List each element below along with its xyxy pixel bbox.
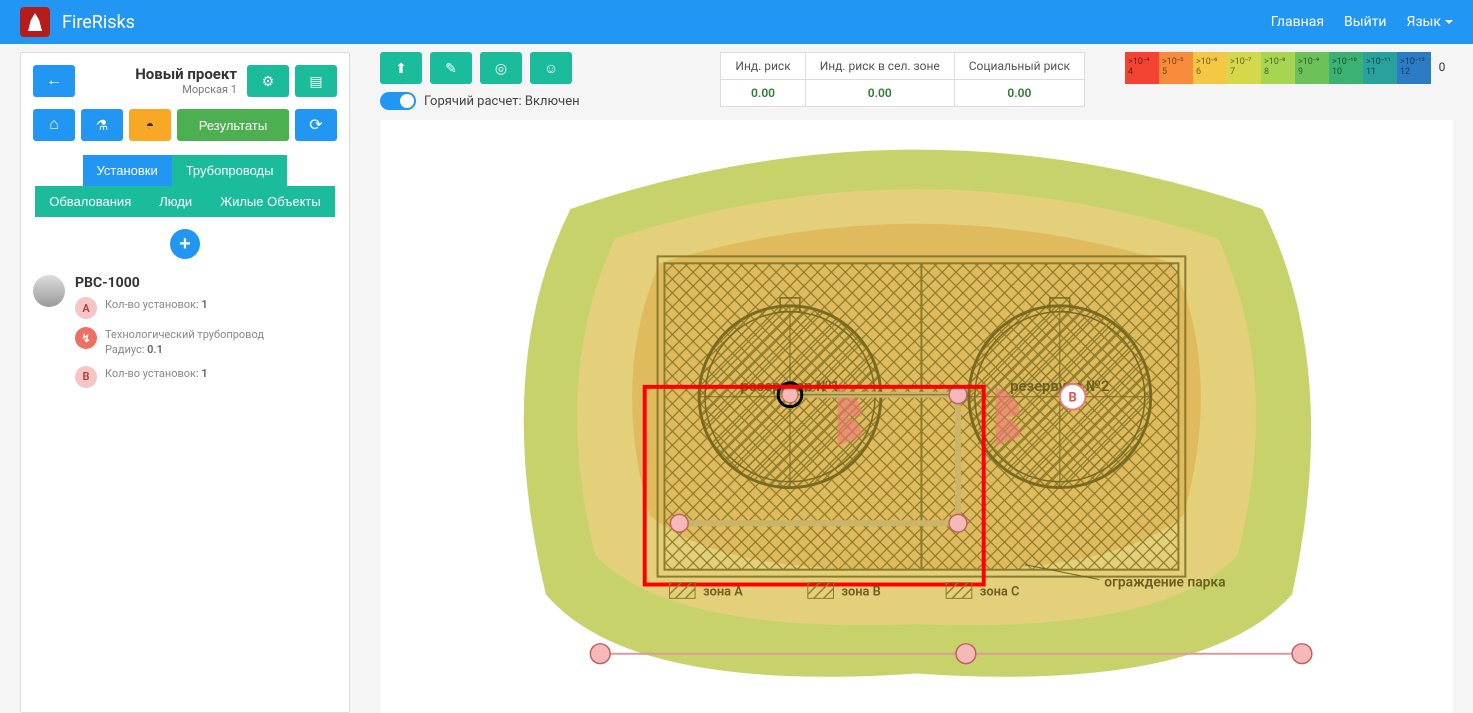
legend-cell: >10⁻¹⁰10 bbox=[1329, 52, 1363, 84]
nav-language-label: Язык bbox=[1407, 14, 1441, 30]
sub-item-pipe-text: Технологический трубопровод Радиус: 0.1 bbox=[105, 327, 264, 358]
svg-text:зона A: зона A bbox=[703, 584, 743, 599]
legend-zero: 0 bbox=[1431, 52, 1453, 84]
legend-cell: >10⁻⁵5 bbox=[1159, 52, 1193, 84]
risk-val-sel: 0.00 bbox=[805, 80, 954, 107]
installation-item[interactable]: РВС-1000 А Кол-во установок: 1 ↯ Техноло… bbox=[33, 275, 337, 396]
shield-button[interactable] bbox=[129, 109, 171, 141]
sub-item-pipe[interactable]: ↯ Технологический трубопровод Радиус: 0.… bbox=[75, 327, 337, 358]
pipe-icon: ↯ bbox=[75, 327, 97, 349]
chevron-down-icon bbox=[1445, 20, 1453, 24]
legend-cell: >10⁻¹²12 bbox=[1397, 52, 1431, 84]
legend-cell: >10⁻⁴4 bbox=[1125, 52, 1159, 84]
hot-calc-label: Горячий расчет: Включен bbox=[424, 94, 580, 109]
flask-button[interactable] bbox=[81, 109, 123, 141]
legend-cell: >10⁻⁸8 bbox=[1261, 52, 1295, 84]
svg-text:зона B: зона B bbox=[841, 584, 880, 599]
app-header: FireRisks Главная Выйти Язык bbox=[0, 0, 1473, 44]
risk-table: Инд. риск Инд. риск в сел. зоне Социальн… bbox=[720, 52, 1085, 107]
sub-item-a[interactable]: А Кол-во установок: 1 bbox=[75, 297, 337, 319]
risk-legend: >10⁻⁴4>10⁻⁵5>10⁻⁶6>10⁻⁷7>10⁻⁸8>10⁻⁹9>10⁻… bbox=[1125, 52, 1453, 84]
scene-canvas[interactable]: резервуар №1резервуар №2Bограждение парк… bbox=[380, 120, 1453, 713]
legend-cell: >10⁻¹¹11 bbox=[1363, 52, 1397, 84]
tab-installations[interactable]: Установки bbox=[83, 155, 172, 186]
home-button[interactable] bbox=[33, 109, 75, 141]
nav-logout[interactable]: Выйти bbox=[1344, 14, 1387, 30]
tab-bunds[interactable]: Обвалования bbox=[35, 186, 145, 217]
badge-a: А bbox=[75, 297, 97, 319]
nav-links: Главная Выйти Язык bbox=[1271, 14, 1453, 30]
nav-home[interactable]: Главная bbox=[1271, 14, 1324, 30]
legend-cell: >10⁻⁶6 bbox=[1193, 52, 1227, 84]
svg-text:зона C: зона C bbox=[980, 584, 1020, 599]
svg-text:B: B bbox=[1069, 391, 1077, 406]
risk-val-ind: 0.00 bbox=[721, 80, 805, 107]
tank-thumbnail-icon bbox=[33, 275, 65, 307]
settings-button[interactable] bbox=[247, 65, 289, 97]
sidebar-panel: Новый проект Морская 1 Результаты Устано… bbox=[20, 52, 350, 713]
right-panel: Горячий расчет: Включен Инд. риск Инд. р… bbox=[380, 52, 1453, 713]
add-button[interactable]: + bbox=[170, 229, 200, 259]
risk-head-ind: Инд. риск bbox=[721, 53, 805, 80]
item-title: РВС-1000 bbox=[75, 275, 337, 291]
svg-text:ограждение парка: ограждение парка bbox=[1104, 574, 1225, 590]
docs-button[interactable] bbox=[295, 65, 337, 97]
legend-cell: >10⁻⁹9 bbox=[1295, 52, 1329, 84]
project-subtitle: Морская 1 bbox=[85, 83, 237, 96]
tab-people[interactable]: Люди bbox=[145, 186, 206, 217]
edit-button[interactable] bbox=[430, 52, 472, 84]
measure-button[interactable] bbox=[480, 52, 522, 84]
badge-b: В bbox=[75, 366, 97, 388]
project-title: Новый проект bbox=[85, 65, 237, 83]
hot-calc-toggle[interactable] bbox=[380, 92, 416, 110]
project-title-block: Новый проект Морская 1 bbox=[85, 65, 237, 96]
sub-item-a-text: Кол-во установок: 1 bbox=[105, 297, 208, 312]
sub-item-b-text: Кол-во установок: 1 bbox=[105, 366, 208, 381]
risk-head-sel: Инд. риск в сел. зоне bbox=[805, 53, 954, 80]
back-button[interactable] bbox=[33, 65, 75, 97]
logo-icon bbox=[20, 7, 50, 37]
person-button[interactable] bbox=[530, 52, 572, 84]
refresh-button[interactable] bbox=[295, 109, 337, 141]
risk-val-soc: 0.00 bbox=[954, 80, 1084, 107]
legend-cell: >10⁻⁷7 bbox=[1227, 52, 1261, 84]
upload-button[interactable] bbox=[380, 52, 422, 84]
tab-buildings[interactable]: Жилые Объекты bbox=[206, 186, 335, 217]
risk-head-soc: Социальный риск bbox=[954, 53, 1084, 80]
sub-item-b[interactable]: В Кол-во установок: 1 bbox=[75, 366, 337, 388]
nav-language[interactable]: Язык bbox=[1407, 14, 1453, 30]
tabs: Установки Трубопроводы Обвалования Люди … bbox=[33, 155, 337, 217]
main-area: Новый проект Морская 1 Результаты Устано… bbox=[0, 44, 1473, 713]
results-button[interactable]: Результаты bbox=[177, 109, 289, 141]
brand-name: FireRisks bbox=[62, 12, 1271, 33]
tab-pipelines[interactable]: Трубопроводы bbox=[172, 155, 288, 186]
